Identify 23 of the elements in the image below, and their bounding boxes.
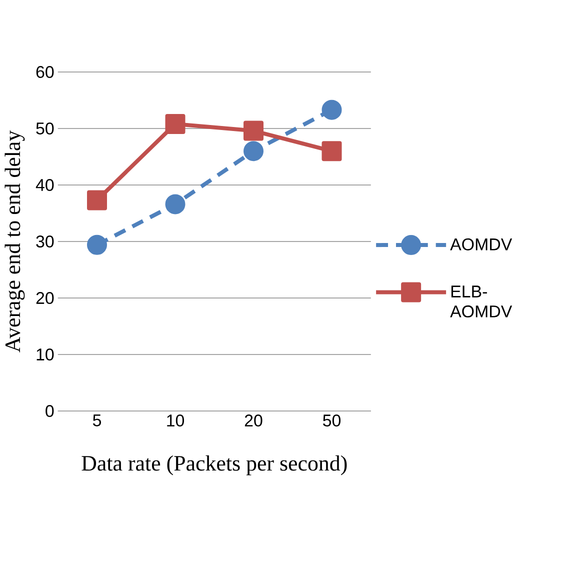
x-tick-label: 50 <box>323 414 341 427</box>
y-axis-title: Average end to end delay <box>4 130 25 352</box>
y-tick-label: 60 <box>36 66 54 78</box>
x-axis-title: Data rate (Packets per second) <box>82 455 347 476</box>
point <box>87 234 108 255</box>
y-tick-label: 20 <box>36 292 54 304</box>
point <box>322 141 342 162</box>
y-tick-label: 10 <box>36 348 54 360</box>
x-tick-label: 20 <box>244 414 262 427</box>
y-tick-label: 40 <box>36 178 54 191</box>
point <box>244 120 264 141</box>
y-tick-label: 30 <box>36 235 54 248</box>
point <box>322 100 342 120</box>
point <box>165 114 186 134</box>
y-tick-label: 50 <box>36 122 54 134</box>
point <box>87 190 108 210</box>
y-tick-label: 0 <box>46 404 54 417</box>
legend-label: ELB-AOMDV <box>450 286 512 318</box>
x-tick-label: 10 <box>167 414 184 427</box>
x-tick-label: 5 <box>92 414 101 426</box>
point <box>244 141 264 162</box>
point <box>165 194 186 214</box>
legend-label: AOMDV <box>450 238 512 250</box>
